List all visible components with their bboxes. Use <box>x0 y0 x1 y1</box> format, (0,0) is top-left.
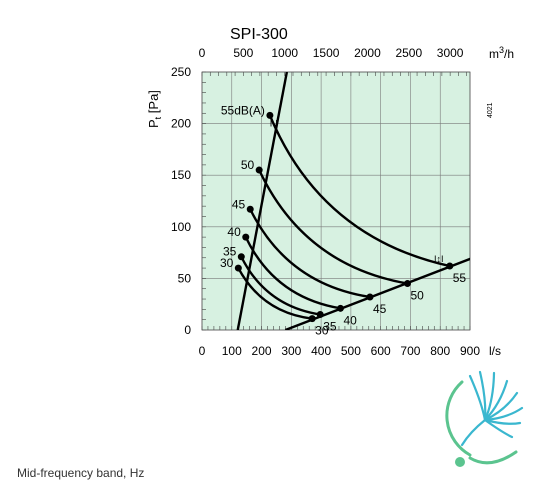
y-tick-label: 0 <box>184 323 191 337</box>
x-top-tick-label: 0 <box>199 46 206 60</box>
y-axis-label: Pt [Pa] <box>146 90 163 128</box>
sound-curve-end-point <box>403 280 411 288</box>
sound-curve <box>240 256 321 316</box>
x-tick-label: 400 <box>311 344 331 358</box>
fan-curve-line <box>236 72 289 330</box>
sound-curve-start-point <box>266 111 274 119</box>
x-tick-label: 0 <box>199 344 206 358</box>
sound-curve <box>244 236 341 310</box>
x-top-tick-label: 2500 <box>395 46 422 60</box>
y-tick-label: 150 <box>171 168 191 182</box>
sound-curve-label: 45 <box>232 197 246 211</box>
sound-curve-end-point <box>446 262 454 270</box>
y-tick-label: 250 <box>171 65 191 79</box>
x-top-tick-label: 1000 <box>271 46 298 60</box>
sound-curve-end-point <box>336 304 344 312</box>
sound-curve-start-point <box>242 233 250 241</box>
x-tick-label: 600 <box>371 344 391 358</box>
sound-curve-end-point <box>366 293 374 301</box>
sound-curve-label: 40 <box>227 225 241 239</box>
flow-marker: I·I <box>270 119 278 129</box>
sound-curve-end-point <box>308 315 316 323</box>
sound-curve-label: 55dB(A) <box>221 103 265 117</box>
x-tick-label: 700 <box>400 344 420 358</box>
x-top-axis-unit: m3/h <box>489 45 514 61</box>
x-tick-label: 900 <box>460 344 480 358</box>
footer-caption: Mid-frequency band, Hz <box>17 466 145 480</box>
system-curve-line <box>284 257 470 330</box>
sound-curve-end-label: 40 <box>343 313 357 327</box>
sound-curve-start-point <box>234 264 242 272</box>
sound-curve-end-point <box>316 311 324 319</box>
sound-curve-end-label: 50 <box>410 289 424 303</box>
sound-curve-label: 50 <box>241 158 255 172</box>
plot-frame <box>201 71 471 331</box>
sound-curve <box>258 169 408 285</box>
sound-curve-label: 35 <box>223 245 237 259</box>
x-tick-label: 500 <box>341 344 361 358</box>
sound-curve-end-label: 35 <box>323 320 337 334</box>
sound-curve-start-point <box>255 166 263 174</box>
sound-curve <box>237 267 313 320</box>
x-tick-label: 100 <box>222 344 242 358</box>
y-tick-label: 200 <box>171 117 191 131</box>
x-top-tick-label: 2000 <box>354 46 381 60</box>
chart-title: SPI-300 <box>230 26 288 43</box>
x-axis-unit: l/s <box>489 344 501 358</box>
y-tick-label: 100 <box>171 220 191 234</box>
x-top-tick-label: 500 <box>233 46 253 60</box>
side-code: 4021 <box>487 102 494 118</box>
sound-curve <box>249 208 371 299</box>
sound-curve-end-label: 55 <box>453 271 467 285</box>
x-top-tick-label: 1500 <box>313 46 340 60</box>
sound-curve-start-point <box>237 253 245 261</box>
sound-curve-label: 30 <box>220 256 234 270</box>
x-top-tick-label: 3000 <box>437 46 464 60</box>
x-tick-label: 200 <box>252 344 272 358</box>
sound-curve-end-label: 30 <box>315 324 329 338</box>
sound-curve-end-label: 45 <box>373 302 387 316</box>
sound-curve <box>268 114 451 268</box>
x-tick-label: 800 <box>430 344 450 358</box>
curves-group <box>236 72 470 330</box>
flow-marker: I↕I <box>434 254 444 264</box>
y-tick-label: 50 <box>178 271 192 285</box>
sound-curve-start-point <box>246 205 254 213</box>
x-tick-label: 300 <box>281 344 301 358</box>
brand-logo-icon <box>445 370 524 467</box>
